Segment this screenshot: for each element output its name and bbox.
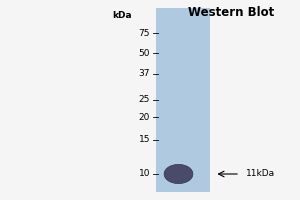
Text: 20: 20 xyxy=(139,112,150,121)
Text: 10: 10 xyxy=(139,170,150,178)
Text: 25: 25 xyxy=(139,96,150,104)
Text: 37: 37 xyxy=(139,70,150,78)
Text: Western Blot: Western Blot xyxy=(188,6,274,19)
Text: kDa: kDa xyxy=(112,10,132,20)
Bar xyxy=(156,8,210,192)
Ellipse shape xyxy=(164,164,193,184)
Text: 15: 15 xyxy=(139,136,150,144)
Text: 11kDa: 11kDa xyxy=(246,170,275,178)
Text: 75: 75 xyxy=(139,28,150,38)
Text: 50: 50 xyxy=(139,48,150,58)
